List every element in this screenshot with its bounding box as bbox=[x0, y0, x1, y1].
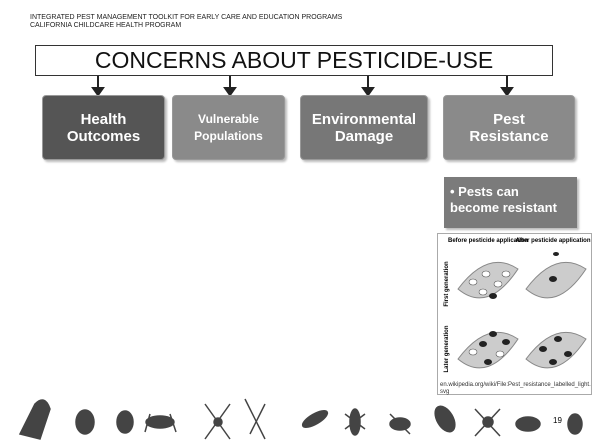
figure-caption: en.wikipedia.org/wiki/File:Pest_resistan… bbox=[440, 382, 591, 395]
concern-box: Environmental Damage bbox=[300, 95, 428, 160]
insect-strip bbox=[18, 398, 583, 440]
concern-box: Vulnerable Populations bbox=[172, 95, 285, 160]
figure-row: First generation bbox=[444, 261, 450, 307]
page-number: 19 bbox=[553, 416, 562, 425]
figure-row: Later generation bbox=[444, 325, 450, 372]
slide-title: CONCERNS ABOUT PESTICIDE-USE bbox=[35, 45, 553, 76]
detail-box: • Pests can become resistant bbox=[444, 177, 577, 228]
header-line: INTEGRATED PEST MANAGEMENT TOOLKIT FOR E… bbox=[30, 14, 343, 21]
figure-column: Before pesticide application bbox=[448, 238, 528, 244]
figure-drawing: Before pesticide application After pesti… bbox=[444, 238, 591, 373]
header-line: CALIFORNIA CHILDCARE HEALTH PROGRAM bbox=[30, 22, 182, 29]
figure-column: After pesticide application bbox=[515, 238, 590, 244]
concern-box: Health Outcomes bbox=[42, 95, 165, 160]
figure: Before pesticide application After pesti… bbox=[437, 233, 592, 395]
concern-box: Pest Resistance bbox=[443, 95, 575, 160]
